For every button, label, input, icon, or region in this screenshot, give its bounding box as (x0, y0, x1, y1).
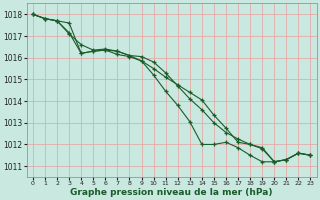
X-axis label: Graphe pression niveau de la mer (hPa): Graphe pression niveau de la mer (hPa) (70, 188, 273, 197)
